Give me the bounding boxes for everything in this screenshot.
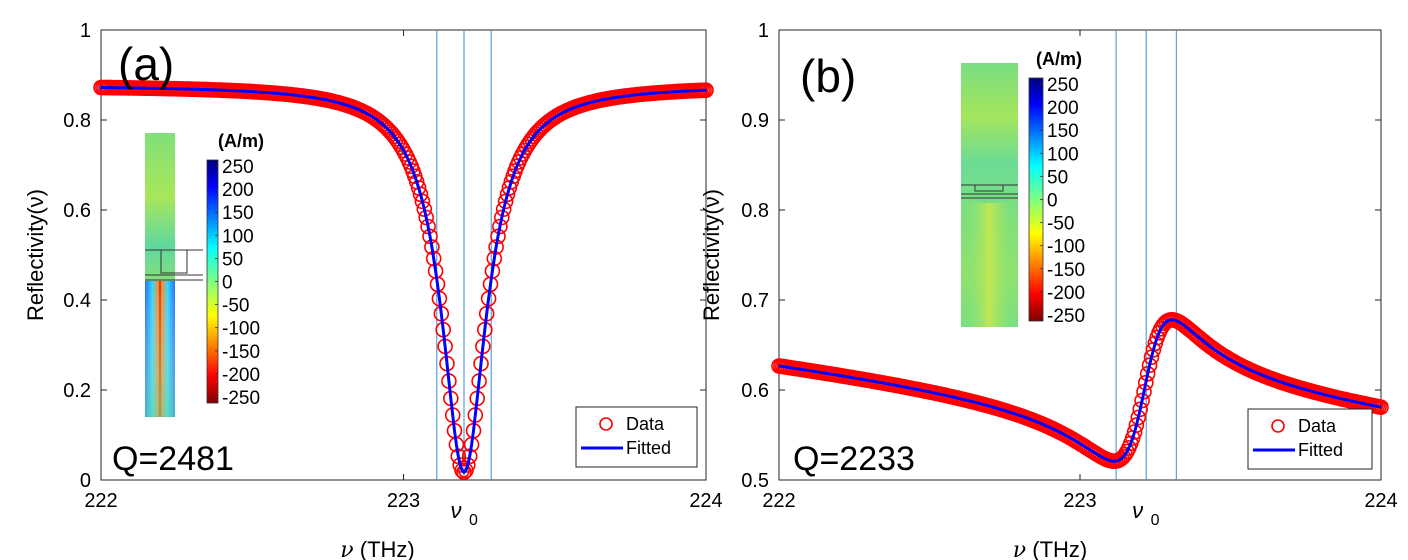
field-image-bottom	[961, 203, 1018, 327]
colorbar-tick-label: 0	[222, 273, 233, 294]
colorbar-tick-label: 50	[1047, 167, 1068, 188]
nu0-tick-label: ν	[451, 498, 462, 523]
x-axis-label: ν (THz)	[340, 537, 414, 560]
data-point	[1130, 409, 1147, 426]
y-tick-label: 0.8	[63, 110, 91, 132]
panel-label: (b)	[800, 50, 856, 102]
colorbar-tick-label: 0	[1047, 191, 1058, 212]
legend-box	[575, 406, 698, 468]
colorbar-tick-label: 100	[1047, 144, 1079, 165]
colorbar-tick-label: -150	[1047, 260, 1085, 281]
y-axis-label: Reflectivity(ν)	[699, 189, 724, 321]
colorbar-tick-label: -50	[1047, 214, 1074, 235]
legend-data-marker	[599, 417, 613, 431]
y-tick-label: 0.4	[63, 290, 91, 312]
x-axis-symbol: ν	[340, 538, 353, 560]
y-tick-label: 0.7	[741, 290, 769, 312]
colorbar-tick-label: -250	[222, 388, 260, 409]
colorbar-tick-label: -50	[222, 296, 249, 317]
fitted-line	[101, 86, 707, 475]
y-tick-label: 0.8	[741, 200, 769, 222]
data-point	[495, 201, 512, 217]
colorbar-tick-label: 100	[222, 226, 254, 247]
legend-data-marker	[1271, 419, 1285, 433]
x-tick-label: 222	[84, 490, 117, 512]
x-tick-label: 222	[762, 490, 795, 512]
x-axis-unit: (THz)	[1026, 537, 1087, 560]
colorbar-title: (A/m)	[1036, 49, 1082, 69]
nu0-tick-subscript: 0	[469, 512, 478, 529]
colorbar-title: (A/m)	[218, 131, 264, 151]
data-point	[414, 193, 431, 210]
data-point	[1128, 417, 1145, 433]
colorbar-tick-label: 150	[1047, 121, 1079, 142]
legend-fitted-label: Fitted	[1298, 440, 1343, 460]
colorbar-tick-label: 250	[1047, 75, 1079, 96]
colorbar-tick-label: -250	[1047, 306, 1085, 327]
data-point	[454, 462, 470, 479]
data-point	[1143, 349, 1160, 366]
nu0-tick-label: ν	[1132, 498, 1143, 523]
y-tick-label: 0.5	[741, 470, 769, 492]
data-point	[501, 180, 518, 196]
x-tick-label: 223	[1063, 490, 1096, 512]
colorbar-tick-label: -100	[222, 319, 260, 340]
data-point	[416, 201, 433, 217]
x-tick-label: 224	[1364, 490, 1397, 512]
field-image-fade	[145, 281, 175, 417]
legend-box	[1247, 408, 1373, 470]
y-tick-label: 0	[80, 470, 91, 492]
x-axis-symbol: ν	[1013, 538, 1026, 560]
data-point	[456, 464, 472, 481]
legend-data-label: Data	[626, 414, 665, 434]
y-tick-label: 0.6	[63, 200, 91, 222]
fitted-line	[778, 318, 1382, 463]
q-annotation: Q=2233	[793, 440, 915, 478]
nu0-tick-subscript: 0	[1151, 512, 1160, 529]
colorbar-tick-label: 200	[1047, 98, 1079, 119]
y-tick-label: 1	[758, 20, 769, 42]
data-point	[386, 128, 402, 145]
y-tick-label: 0.9	[741, 110, 769, 132]
x-tick-label: 223	[387, 490, 420, 512]
colorbar-tick-label: -150	[222, 342, 260, 363]
axes-box	[778, 29, 1382, 481]
y-axis-label: Reflectivity(ν)	[23, 189, 48, 321]
colorbar-tick-label: 50	[222, 249, 243, 270]
structure-pillar	[160, 250, 188, 274]
y-tick-label: 0.2	[63, 380, 91, 402]
legend-fitted-label: Fitted	[626, 438, 671, 458]
x-axis-label: ν (THz)	[1013, 537, 1087, 560]
y-tick-label: 0.6	[741, 380, 769, 402]
colorbar-tick-label: -200	[222, 365, 260, 386]
q-annotation: Q=2481	[112, 440, 234, 478]
data-point	[1126, 424, 1143, 440]
colorbar-tick-label: 150	[222, 203, 254, 224]
y-tick-label: 1	[80, 20, 91, 42]
x-axis-unit: (THz)	[354, 537, 415, 560]
structure-pillar	[974, 185, 1004, 192]
legend: Data Fitted	[1247, 408, 1373, 470]
panel-label: (a)	[118, 38, 174, 90]
colorbar-tick-label: -100	[1047, 237, 1085, 258]
colorbar-tick-label: -200	[1047, 283, 1085, 304]
data-point	[412, 186, 429, 203]
legend-data-label: Data	[1298, 416, 1337, 436]
data-point	[1141, 357, 1158, 374]
colorbar-tick-label: 200	[222, 180, 254, 201]
colorbar-tick-label: 250	[222, 157, 254, 178]
x-tick-label: 224	[689, 490, 722, 512]
legend: Data Fitted	[575, 406, 698, 468]
